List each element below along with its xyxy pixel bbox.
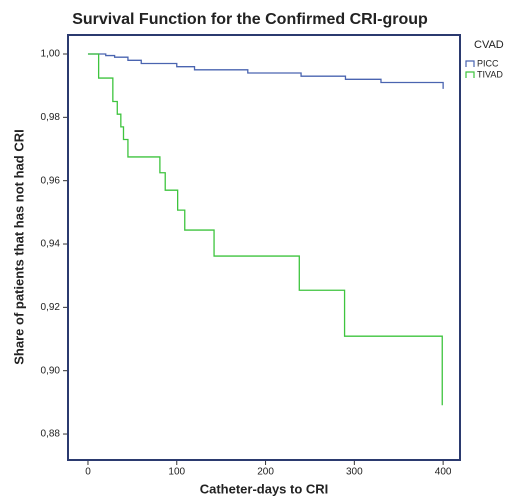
plot-frame — [67, 34, 461, 461]
x-axis-label: Catheter-days to CRI — [200, 481, 329, 496]
legend-label: PICC — [477, 58, 499, 68]
y-tick-label: 0,96 — [41, 175, 61, 186]
chart-title: Survival Function for the Confirmed CRI-… — [72, 11, 428, 28]
x-tick-label: 400 — [435, 467, 452, 478]
legend-label: TIVAD — [477, 69, 503, 79]
y-tick-label: 0,88 — [41, 429, 61, 440]
legend-swatch — [465, 71, 475, 78]
x-tick-label: 0 — [85, 467, 91, 478]
y-tick-label: 1,00 — [41, 49, 61, 60]
y-tick-label: 0,92 — [41, 302, 61, 313]
survival-line — [87, 53, 444, 89]
y-tick-label: 0,94 — [41, 239, 61, 250]
x-tick-label: 300 — [346, 467, 363, 478]
x-tick-label: 100 — [168, 467, 185, 478]
y-tick-label: 0,90 — [41, 365, 61, 376]
legend-title: CVAD — [474, 39, 504, 51]
y-tick-label: 0,98 — [41, 112, 61, 123]
y-axis-label: Share of patients that has not had CRI — [11, 129, 26, 364]
survival-line — [87, 53, 443, 406]
legend-swatch — [465, 60, 475, 67]
x-tick-label: 200 — [257, 467, 274, 478]
